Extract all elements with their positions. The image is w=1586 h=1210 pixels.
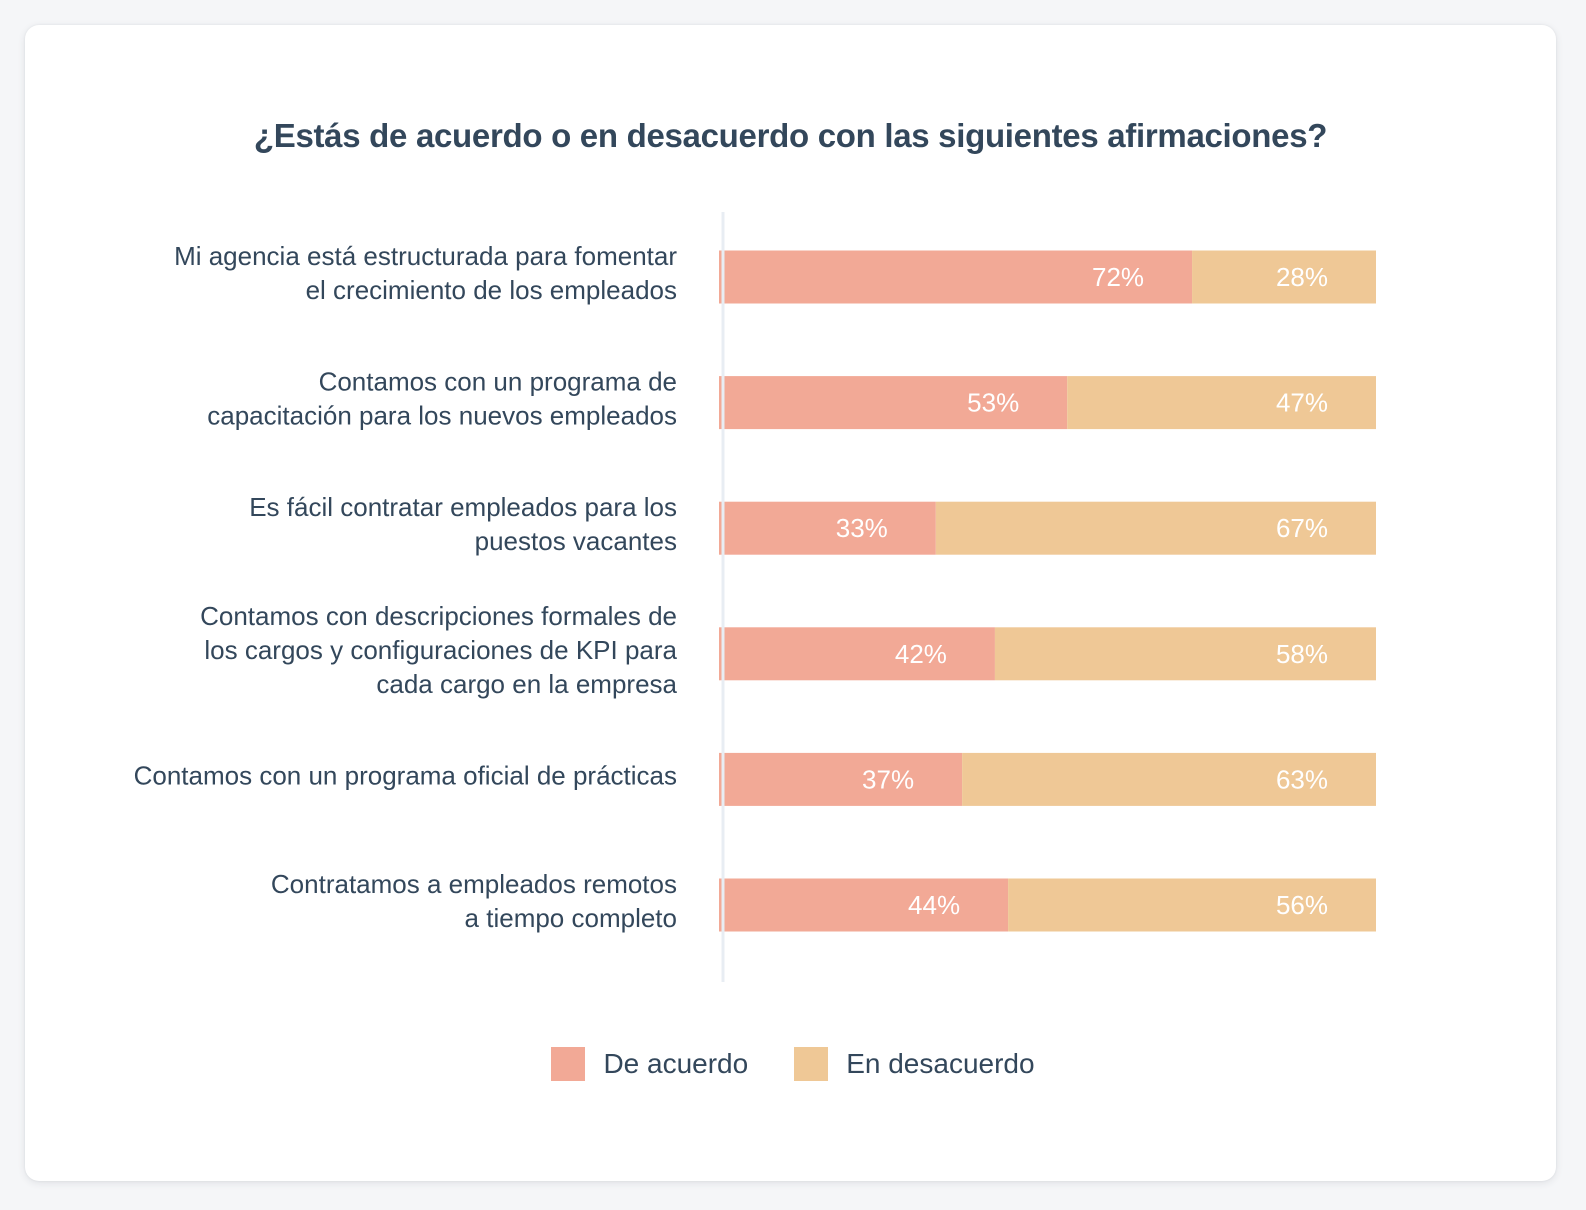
legend-item-agree: De acuerdo bbox=[551, 1047, 748, 1081]
category-label: los cargos y configuraciones de KPI para bbox=[204, 635, 677, 665]
value-label: 72% bbox=[1092, 262, 1144, 292]
bar-segment-agree bbox=[719, 878, 1009, 932]
category-label: Mi agencia está estructurada para foment… bbox=[174, 241, 677, 271]
bar-segment-agree bbox=[719, 250, 1193, 304]
value-label: 53% bbox=[967, 388, 1019, 418]
value-label: 28% bbox=[1276, 262, 1328, 292]
value-label: 37% bbox=[862, 764, 914, 794]
category-label: Es fácil contratar empleados para los bbox=[249, 492, 677, 522]
category-label: Contamos con un programa oficial de prác… bbox=[134, 760, 677, 790]
legend-item-disagree: En desacuerdo bbox=[794, 1047, 1035, 1081]
value-label: 47% bbox=[1276, 388, 1328, 418]
value-label: 58% bbox=[1276, 639, 1328, 669]
bar-segment-disagree bbox=[994, 627, 1376, 681]
category-label: Contamos con un programa de bbox=[319, 367, 677, 397]
legend-label-disagree: En desacuerdo bbox=[846, 1048, 1035, 1079]
bar-segment-disagree bbox=[1192, 250, 1376, 304]
bar-segment-disagree bbox=[935, 501, 1376, 555]
bar-segment-agree bbox=[719, 752, 963, 806]
value-label: 63% bbox=[1276, 764, 1328, 794]
legend-label-agree: De acuerdo bbox=[603, 1048, 749, 1079]
bar-segment-disagree bbox=[962, 752, 1376, 806]
category-label: capacitación para los nuevos empleados bbox=[207, 401, 677, 431]
chart-title: ¿Estás de acuerdo o en desacuerdo con la… bbox=[253, 117, 1328, 154]
value-label: 56% bbox=[1276, 890, 1328, 920]
bar-segment-disagree bbox=[1008, 878, 1376, 932]
value-label: 33% bbox=[836, 513, 888, 543]
legend: De acuerdo En desacuerdo bbox=[0, 1047, 1586, 1081]
category-label: Contamos con descripciones formales de bbox=[200, 601, 677, 631]
bar-segment-agree bbox=[719, 627, 995, 681]
category-label: cada cargo en la empresa bbox=[376, 669, 677, 699]
bar-segment-disagree bbox=[1067, 376, 1376, 430]
bar-segment-agree bbox=[719, 376, 1068, 430]
category-label: el crecimiento de los empleados bbox=[306, 275, 677, 305]
category-label: puestos vacantes bbox=[475, 526, 677, 556]
legend-swatch-disagree bbox=[794, 1047, 829, 1081]
value-label: 44% bbox=[908, 890, 960, 920]
value-label: 67% bbox=[1276, 513, 1328, 543]
value-label: 42% bbox=[895, 639, 947, 669]
category-label: a tiempo completo bbox=[465, 903, 677, 933]
chart-card: ¿Estás de acuerdo o en desacuerdo con la… bbox=[25, 25, 1556, 1181]
bars-layer: 72% 28% 53% 47% 33% 67% 42% 58% 37% 63% 44% 56% bbox=[719, 250, 1376, 932]
category-label: Contratamos a empleados remotos bbox=[271, 869, 677, 899]
bar-segment-agree bbox=[719, 501, 936, 555]
legend-swatch-agree bbox=[551, 1047, 586, 1081]
category-labels: Mi agencia está estructurada para foment… bbox=[134, 241, 678, 933]
